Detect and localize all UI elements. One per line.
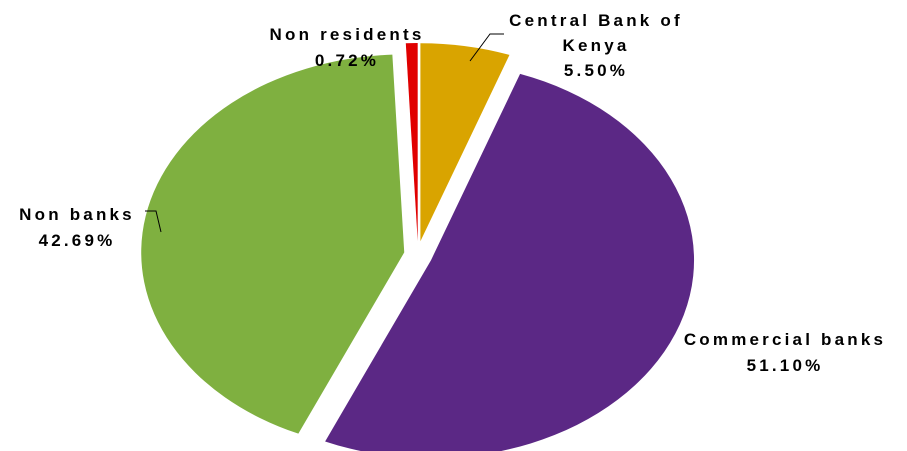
slice-value-non-residents: 0.72% — [315, 51, 379, 70]
leader-line-non-banks — [145, 210, 162, 233]
slice-commercial-banks — [325, 73, 695, 451]
pie-slices — [141, 43, 695, 451]
slice-label-non-banks: Non banks 42.69% — [19, 205, 135, 250]
slice-value-commercial-banks: 51.10% — [747, 356, 824, 375]
slice-label-non-banks-line1: Non banks — [19, 205, 135, 224]
slice-label-commercial-banks-line1: Commercial banks — [684, 330, 886, 349]
slice-non-banks — [141, 54, 405, 434]
slice-value-non-banks: 42.69% — [39, 231, 116, 250]
slice-value-central-bank: 5.50% — [564, 61, 628, 80]
slice-label-non-residents-line1: Non residents — [270, 25, 425, 44]
slice-label-central-bank-line1: Central Bank of — [509, 11, 683, 30]
slice-label-commercial-banks: Commercial banks 51.10% — [684, 330, 886, 375]
leader-line-central-bank — [469, 33, 504, 62]
slice-label-non-residents: Non residents 0.72% — [270, 25, 425, 70]
leader-lines — [145, 33, 504, 233]
slice-label-central-bank: Central Bank of Kenya 5.50% — [509, 11, 683, 80]
slice-non-residents — [405, 43, 418, 241]
slice-central-bank — [420, 43, 510, 242]
slice-label-central-bank-line2: Kenya — [562, 36, 629, 55]
